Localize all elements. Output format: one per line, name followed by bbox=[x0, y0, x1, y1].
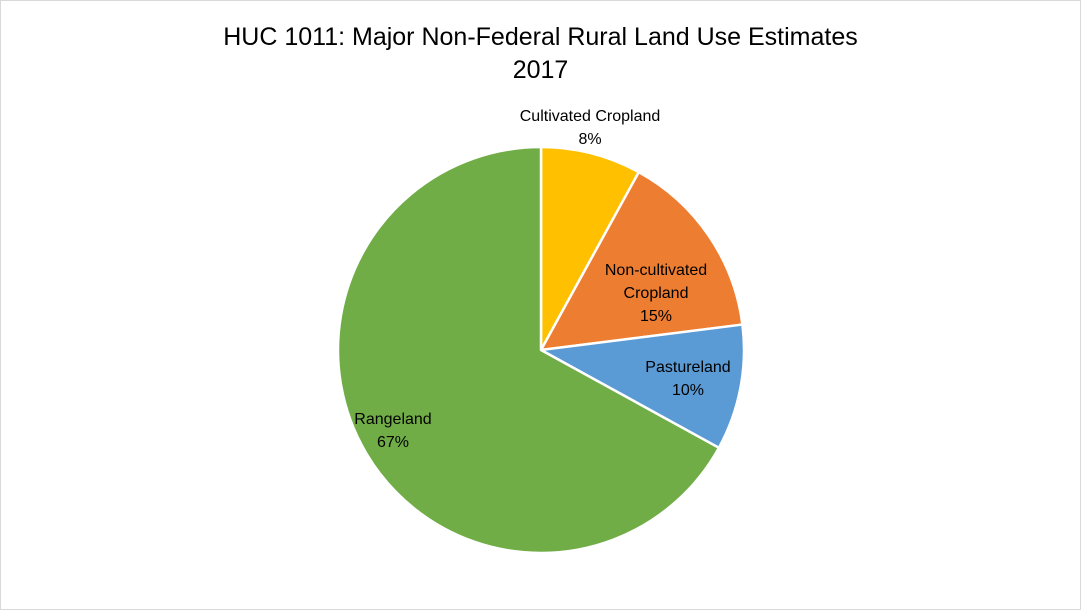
data-label-rangeland: Rangeland 67% bbox=[354, 411, 431, 451]
chart-title-line1: HUC 1011: Major Non-Federal Rural Land U… bbox=[223, 23, 858, 51]
data-label-value: 8% bbox=[578, 131, 601, 148]
data-label-category: Cultivated Cropland bbox=[520, 108, 661, 125]
chart-title: HUC 1011: Major Non-Federal Rural Land U… bbox=[1, 21, 1080, 87]
pie-slice-rangeland bbox=[336, 145, 721, 555]
data-label-category: Rangeland bbox=[354, 411, 431, 428]
data-label-value: 10% bbox=[672, 382, 704, 399]
data-label-pastureland: Pastureland 10% bbox=[645, 359, 730, 399]
pie-slice-non-cultivated-cropland bbox=[539, 170, 744, 352]
data-label-value: 15% bbox=[640, 308, 672, 325]
chart-title-line2: 2017 bbox=[512, 56, 569, 84]
data-label-non-cultivated-cropland: Non-cultivated Cropland 15% bbox=[605, 262, 707, 325]
data-label-cultivated-cropland: Cultivated Cropland 8% bbox=[520, 108, 661, 148]
data-label-category: Cropland bbox=[624, 285, 689, 302]
pie-labels: Cultivated Cropland 8% Non-cultivated Cropl… bbox=[354, 108, 730, 451]
data-label-value: 67% bbox=[377, 434, 409, 451]
data-label-category: Pastureland bbox=[645, 359, 730, 376]
pie-slices bbox=[336, 145, 746, 555]
pie-slice-cultivated-cropland bbox=[539, 145, 641, 352]
pie-slice-pastureland bbox=[539, 323, 746, 450]
data-label-category: Non-cultivated bbox=[605, 262, 707, 279]
